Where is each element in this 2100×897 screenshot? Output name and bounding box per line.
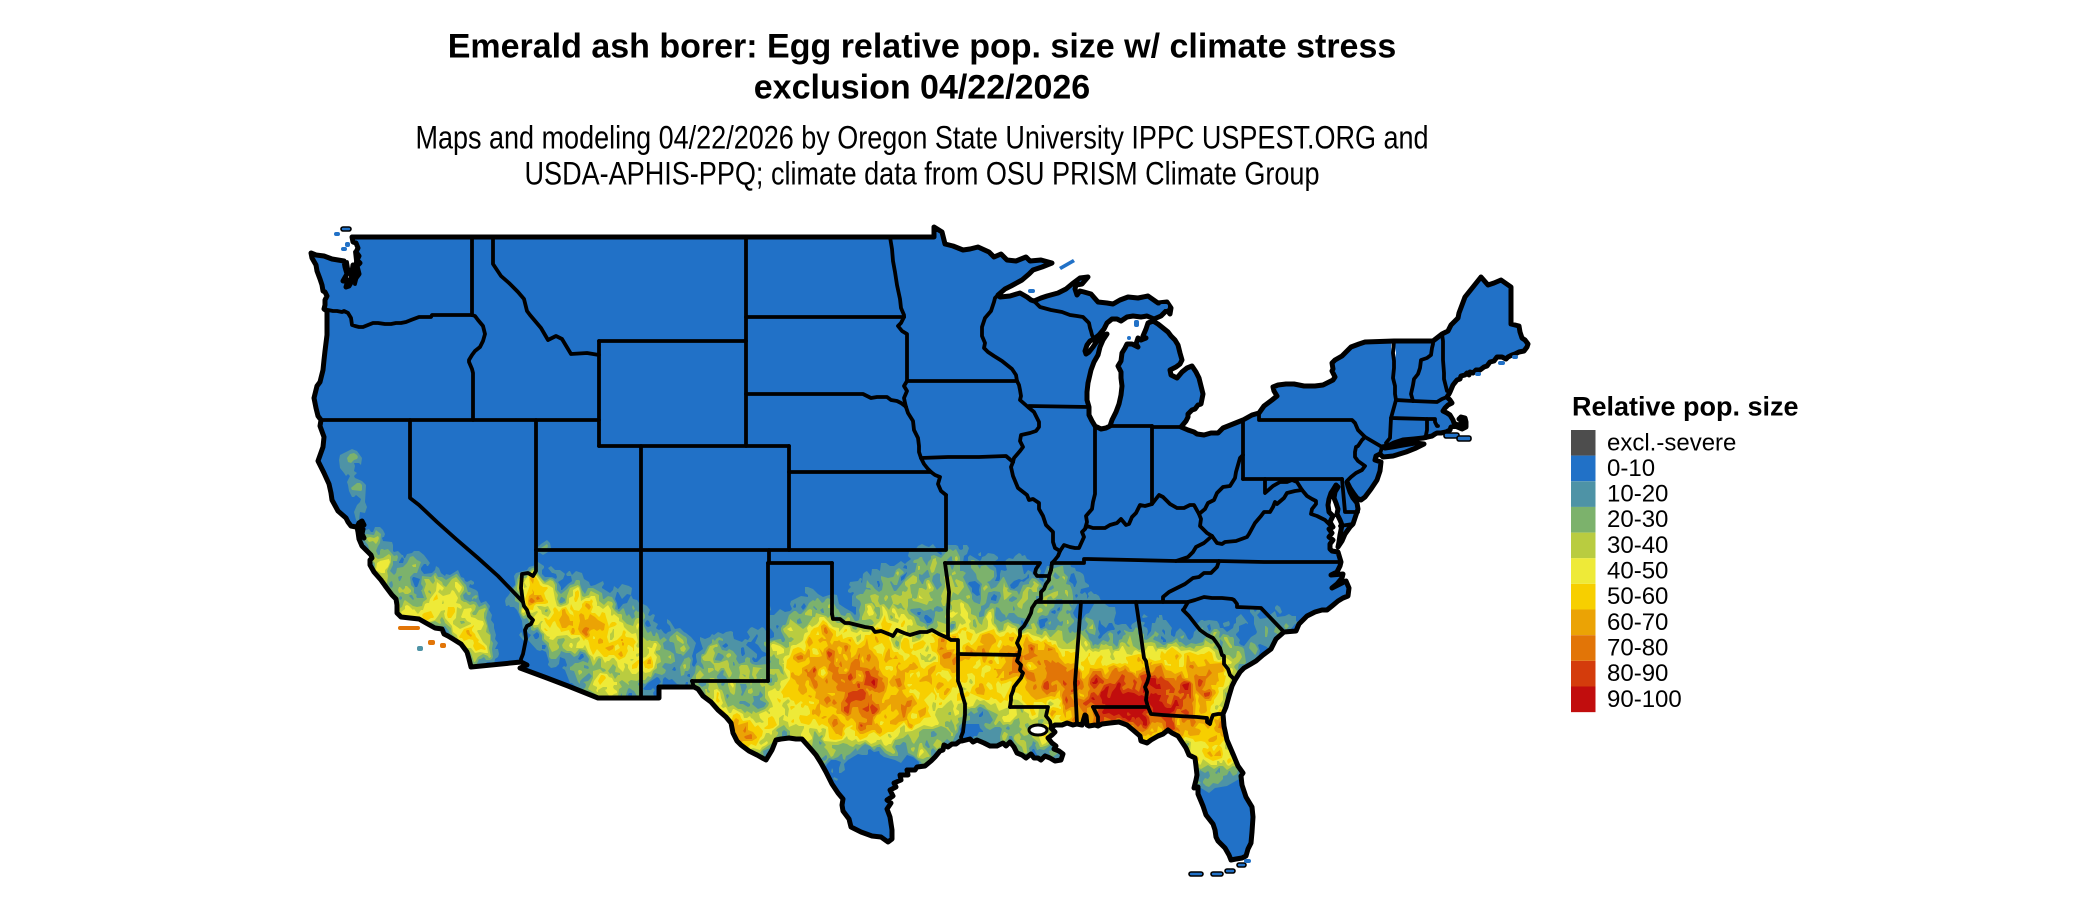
svg-text:80-90: 80-90 bbox=[1607, 660, 1668, 687]
svg-text:30-40: 30-40 bbox=[1607, 532, 1668, 559]
svg-text:60-70: 60-70 bbox=[1607, 609, 1668, 636]
svg-text:10-20: 10-20 bbox=[1607, 481, 1668, 508]
svg-text:exclusion 04/22/2026: exclusion 04/22/2026 bbox=[754, 69, 1090, 107]
svg-text:50-60: 50-60 bbox=[1607, 583, 1668, 610]
svg-text:Relative pop. size: Relative pop. size bbox=[1572, 392, 1799, 422]
svg-text:USDA-APHIS-PPQ; climate data f: USDA-APHIS-PPQ; climate data from OSU PR… bbox=[525, 156, 1320, 192]
svg-text:Maps and modeling 04/22/2026 b: Maps and modeling 04/22/2026 by Oregon S… bbox=[416, 120, 1429, 156]
svg-text:0-10: 0-10 bbox=[1607, 455, 1655, 482]
svg-text:70-80: 70-80 bbox=[1607, 635, 1668, 662]
svg-text:excl.-severe: excl.-severe bbox=[1607, 429, 1736, 456]
svg-text:20-30: 20-30 bbox=[1607, 506, 1668, 533]
svg-text:40-50: 40-50 bbox=[1607, 558, 1668, 585]
svg-text:90-100: 90-100 bbox=[1607, 686, 1682, 713]
svg-text:Emerald ash borer: Egg relativ: Emerald ash borer: Egg relative pop. siz… bbox=[448, 28, 1397, 66]
